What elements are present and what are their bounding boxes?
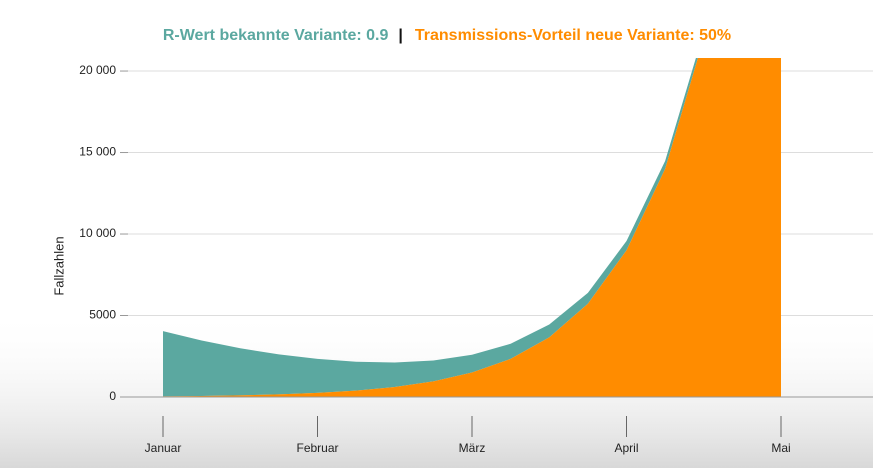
title-right: Transmissions-Vorteil neue Variante: 50% xyxy=(415,27,731,44)
y-tick-label: 0 xyxy=(109,389,116,403)
title-separator: | xyxy=(398,27,402,44)
y-tick-label: 15 000 xyxy=(79,145,116,159)
y-tick-label: 10 000 xyxy=(79,226,116,240)
area-series xyxy=(163,58,698,397)
x-tick-label: Mai xyxy=(771,441,790,455)
area-series xyxy=(163,58,781,397)
title-left: R-Wert bekannte Variante: 0.9 xyxy=(163,27,389,44)
x-tick-label: April xyxy=(614,441,638,455)
x-tick-label: Februar xyxy=(296,441,338,455)
y-tick-label: 20 000 xyxy=(79,63,116,77)
y-axis-label: Fallzahlen xyxy=(51,236,66,295)
plot-area xyxy=(163,58,781,397)
x-tick-label: März xyxy=(459,441,486,455)
x-tick-label: Januar xyxy=(145,441,182,455)
y-tick-label: 5000 xyxy=(89,308,116,322)
